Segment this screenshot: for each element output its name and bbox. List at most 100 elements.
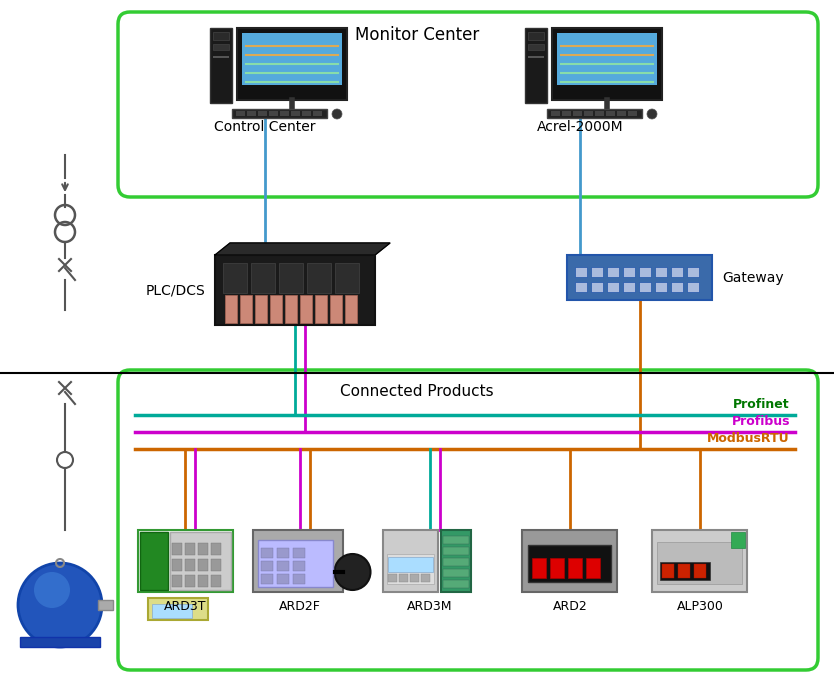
Bar: [293, 548, 304, 558]
Bar: [591, 282, 604, 292]
Bar: [279, 263, 303, 293]
Bar: [440, 530, 470, 592]
Bar: [210, 559, 220, 571]
Bar: [656, 282, 667, 292]
Circle shape: [34, 572, 70, 608]
Bar: [409, 574, 419, 582]
Bar: [302, 111, 311, 116]
Bar: [253, 530, 343, 592]
Bar: [225, 295, 237, 323]
Bar: [184, 543, 194, 555]
Bar: [148, 598, 208, 620]
Bar: [293, 574, 304, 584]
Bar: [210, 575, 220, 587]
Bar: [388, 557, 433, 572]
Bar: [277, 561, 289, 571]
Bar: [236, 111, 245, 116]
Text: Control Center: Control Center: [214, 120, 316, 134]
Bar: [184, 559, 194, 571]
Bar: [679, 564, 691, 578]
Bar: [307, 263, 331, 293]
Bar: [657, 542, 742, 584]
Bar: [661, 562, 711, 580]
Bar: [213, 56, 229, 58]
Text: ARD3T: ARD3T: [163, 600, 206, 613]
Bar: [624, 282, 636, 292]
Bar: [528, 56, 544, 58]
Bar: [529, 545, 611, 582]
Bar: [251, 263, 275, 293]
Bar: [640, 267, 651, 277]
Polygon shape: [215, 243, 390, 255]
Bar: [695, 564, 706, 578]
Bar: [300, 295, 312, 323]
Bar: [606, 111, 615, 116]
Bar: [213, 32, 229, 40]
Bar: [388, 574, 396, 582]
Bar: [223, 263, 247, 293]
FancyBboxPatch shape: [118, 370, 818, 670]
Bar: [662, 564, 675, 578]
Bar: [420, 574, 430, 582]
Bar: [242, 33, 342, 85]
Bar: [210, 28, 232, 103]
Bar: [551, 111, 560, 116]
Bar: [617, 111, 626, 116]
Circle shape: [332, 109, 342, 119]
Bar: [586, 558, 600, 578]
Circle shape: [18, 563, 102, 647]
Bar: [330, 295, 342, 323]
FancyBboxPatch shape: [118, 12, 818, 197]
Text: ARD2: ARD2: [553, 600, 587, 613]
Bar: [584, 111, 593, 116]
Text: PLC/DCS: PLC/DCS: [145, 283, 205, 297]
Bar: [575, 267, 587, 277]
Bar: [550, 558, 565, 578]
Bar: [139, 532, 168, 590]
Bar: [315, 295, 327, 323]
Bar: [260, 574, 273, 584]
Text: Connected Products: Connected Products: [340, 384, 494, 399]
Bar: [172, 543, 182, 555]
Bar: [607, 282, 620, 292]
Bar: [552, 28, 662, 100]
Bar: [280, 111, 289, 116]
Bar: [169, 532, 230, 590]
Bar: [591, 267, 604, 277]
Bar: [198, 559, 208, 571]
Bar: [313, 111, 322, 116]
Text: ModbusRTU: ModbusRTU: [707, 432, 790, 445]
Bar: [671, 282, 684, 292]
Bar: [567, 255, 712, 300]
Bar: [138, 530, 233, 592]
Bar: [258, 540, 333, 587]
Bar: [525, 28, 547, 103]
Bar: [532, 558, 546, 578]
Bar: [443, 580, 469, 588]
Text: ALP300: ALP300: [676, 600, 723, 613]
Bar: [443, 547, 469, 555]
Bar: [443, 536, 469, 544]
Bar: [237, 28, 347, 100]
Bar: [260, 561, 273, 571]
Bar: [213, 44, 229, 50]
Circle shape: [647, 109, 657, 119]
Bar: [640, 282, 651, 292]
Bar: [277, 548, 289, 558]
Text: Acrel-2000M: Acrel-2000M: [537, 120, 623, 134]
Bar: [443, 558, 469, 566]
Bar: [652, 530, 747, 592]
Bar: [687, 267, 700, 277]
Bar: [260, 548, 273, 558]
Text: ARD2F: ARD2F: [279, 600, 321, 613]
Text: Profinet: Profinet: [733, 398, 790, 411]
Text: ARD3M: ARD3M: [407, 600, 453, 613]
Bar: [656, 267, 667, 277]
Bar: [293, 561, 304, 571]
Bar: [258, 111, 267, 116]
Bar: [198, 575, 208, 587]
Bar: [628, 111, 637, 116]
Bar: [277, 574, 289, 584]
Text: Monitor Center: Monitor Center: [355, 26, 479, 44]
Bar: [575, 282, 587, 292]
